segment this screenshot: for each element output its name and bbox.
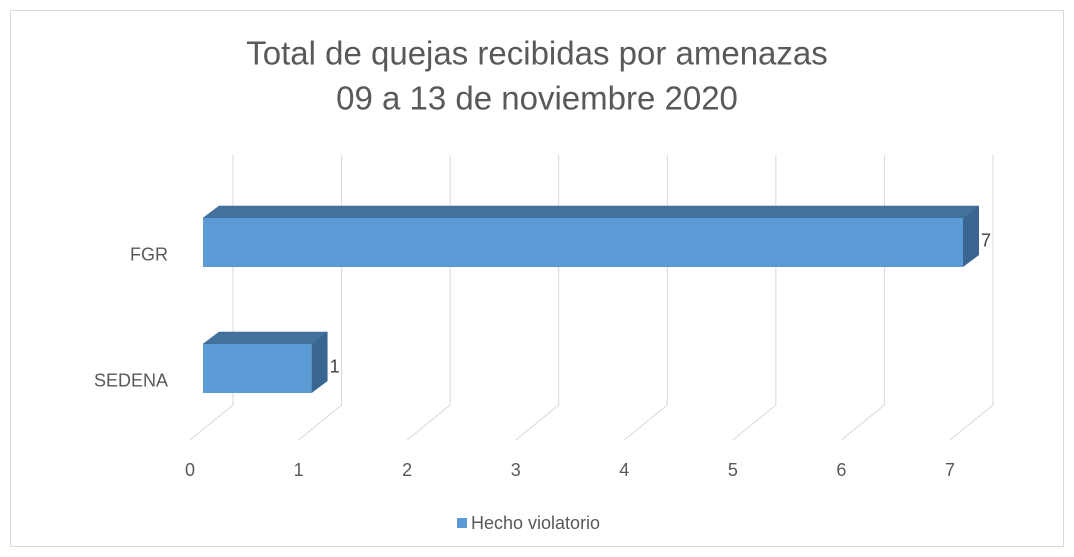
x-tick-label: 7: [945, 460, 955, 480]
bar-top: [202, 331, 329, 345]
bar: [202, 331, 329, 393]
x-tick-label: 6: [836, 460, 846, 480]
x-tick-label: 3: [511, 460, 521, 480]
legend-label: Hecho violatorio: [471, 513, 600, 533]
bar-top: [202, 205, 980, 219]
x-tick-label: 2: [402, 460, 412, 480]
x-tick-label: 0: [185, 460, 195, 480]
bar-side: [311, 332, 328, 393]
x-tick-label: 4: [619, 460, 629, 480]
y-tick-label: SEDENA: [94, 370, 168, 390]
x-tick-label: 1: [294, 460, 304, 480]
legend-swatch: [457, 518, 467, 528]
chart-border: [10, 10, 1064, 547]
y-tick-label: FGR: [130, 244, 168, 264]
chart-title: Total de quejas recibidas por amenazas: [246, 35, 828, 72]
grid-line: [949, 155, 994, 441]
bar: [202, 205, 980, 267]
bar-front: [203, 218, 963, 267]
bar-front: [203, 344, 312, 393]
bar-side: [963, 206, 979, 267]
x-tick-label: 5: [728, 460, 738, 480]
data-label: 7: [981, 230, 991, 250]
data-label: 1: [330, 356, 340, 376]
chart-subtitle: 09 a 13 de noviembre 2020: [336, 80, 738, 117]
